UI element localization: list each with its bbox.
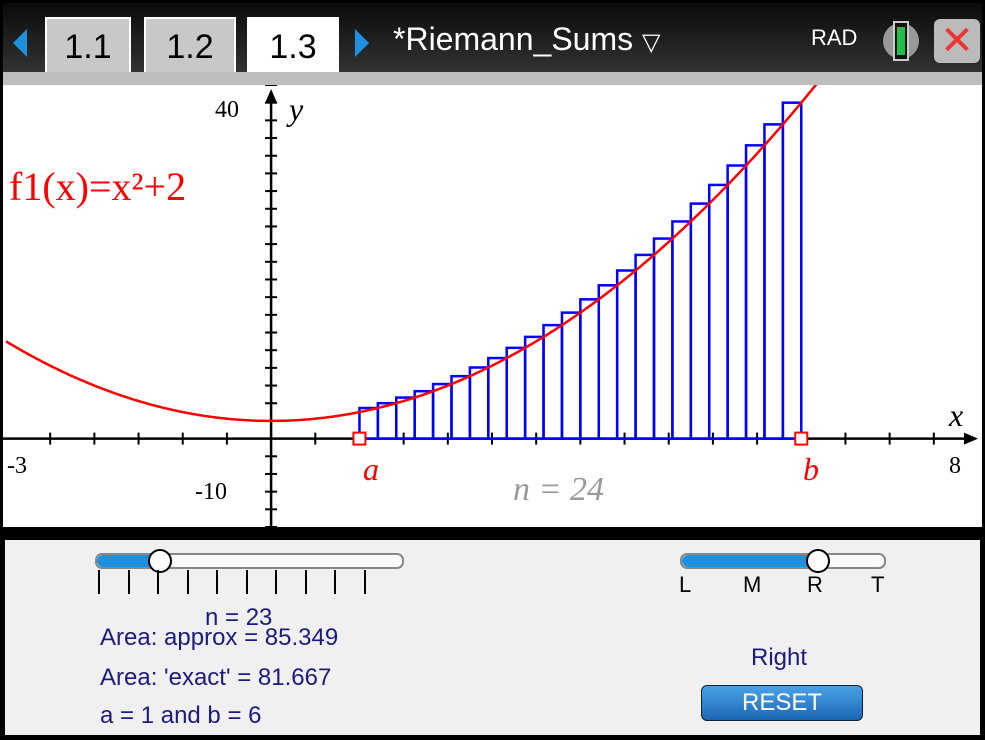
riemann-rectangle — [579, 298, 601, 440]
riemann-rectangle — [431, 382, 453, 440]
riemann-rectangle — [487, 356, 508, 440]
method-tick-M: M — [743, 572, 762, 597]
method-label: Right — [751, 644, 808, 671]
riemann-rectangle — [413, 389, 435, 440]
x-max-label: 8 — [949, 453, 961, 479]
graph-area[interactable]: f1(x)=x²+2 -3 8 40 -10 y x a b n = 24 — [3, 58, 982, 528]
y-min-label: -10 — [195, 479, 227, 505]
riemann-rectangle — [615, 269, 637, 440]
method-tick-R: R — [807, 572, 823, 597]
riemann-rectangle — [542, 323, 564, 440]
triangle-down-icon[interactable]: ▽ — [642, 29, 661, 56]
n-slider-tick — [275, 570, 277, 594]
riemann-rectangle — [395, 396, 416, 440]
n-slider[interactable] — [95, 549, 404, 573]
function-curve — [5, 58, 838, 423]
gear-battery-icon — [879, 19, 925, 63]
riemann-rectangle — [689, 202, 711, 440]
riemann-rectangle — [707, 183, 729, 440]
point-a-label: a — [363, 451, 379, 487]
x-axis-label: x — [949, 397, 964, 433]
tab-1-2[interactable]: 1.2 — [144, 17, 236, 75]
graph-svg — [3, 58, 978, 528]
n-slider-tick — [245, 570, 248, 594]
riemann-rectangle — [450, 374, 472, 440]
title-bar: 1.1 1.2 1.3 *Riemann_Sums ▽ RAD ✕ — [3, 3, 982, 87]
y-max-label: 40 — [215, 97, 239, 123]
close-icon[interactable]: ✕ — [934, 19, 980, 63]
control-panel: n = 23 Area: approx = 85.349 Area: 'exac… — [5, 540, 980, 735]
x-min-label: -3 — [7, 453, 27, 479]
angle-mode: RAD — [811, 25, 858, 50]
y-axis-arrow — [265, 89, 278, 103]
reset-button[interactable]: RESET — [701, 685, 863, 721]
riemann-rectangle — [505, 346, 527, 440]
x-axis-arrow — [964, 432, 978, 445]
n-value: n = 23 — [205, 604, 273, 631]
riemann-rectangle — [726, 164, 748, 440]
method-tick-T: T — [871, 572, 885, 597]
tab-strip — [3, 72, 982, 85]
riemann-rectangle — [763, 123, 785, 440]
method-tick-L: L — [679, 572, 692, 597]
n-slider-tick — [304, 570, 307, 594]
n-label: n = 24 — [513, 471, 604, 508]
method-slider-thumb[interactable] — [806, 549, 830, 573]
n-slider-tick — [363, 570, 366, 594]
n-slider-tick — [216, 570, 218, 594]
point-b-handle — [794, 431, 809, 446]
point-a-handle — [352, 431, 367, 446]
point-b-label: b — [803, 451, 819, 487]
triangle-left-icon[interactable] — [13, 29, 27, 57]
y-axis-label: y — [289, 91, 304, 127]
riemann-rectangle — [560, 311, 582, 440]
a-b-values: a = 1 and b = 6 — [100, 702, 262, 729]
riemann-rectangle — [744, 144, 766, 440]
riemann-rectangle — [523, 335, 545, 440]
riemann-rectangle — [781, 101, 803, 440]
riemann-rectangle — [634, 253, 656, 440]
area-approx: Area: approx = 85.349 — [100, 624, 339, 651]
tab-1-1[interactable]: 1.1 — [45, 17, 131, 75]
n-slider-tick — [157, 570, 159, 594]
riemann-rectangle — [671, 220, 693, 440]
n-slider-tick — [98, 570, 100, 594]
n-slider-tick — [186, 570, 189, 594]
riemann-rectangle — [652, 237, 674, 440]
area-exact: Area: 'exact' = 81.667 — [100, 664, 332, 691]
n-slider-thumb[interactable] — [148, 549, 172, 573]
document-title-text: *Riemann_Sums — [393, 21, 634, 57]
n-slider-tick — [334, 570, 336, 594]
document-title[interactable]: *Riemann_Sums ▽ — [393, 21, 660, 58]
function-label: f1(x)=x²+2 — [9, 164, 187, 209]
riemann-rectangle — [468, 366, 490, 440]
triangle-right-icon[interactable] — [355, 29, 369, 57]
n-slider-tick — [127, 570, 130, 594]
riemann-rectangle — [597, 284, 619, 440]
method-slider[interactable] — [680, 549, 886, 573]
